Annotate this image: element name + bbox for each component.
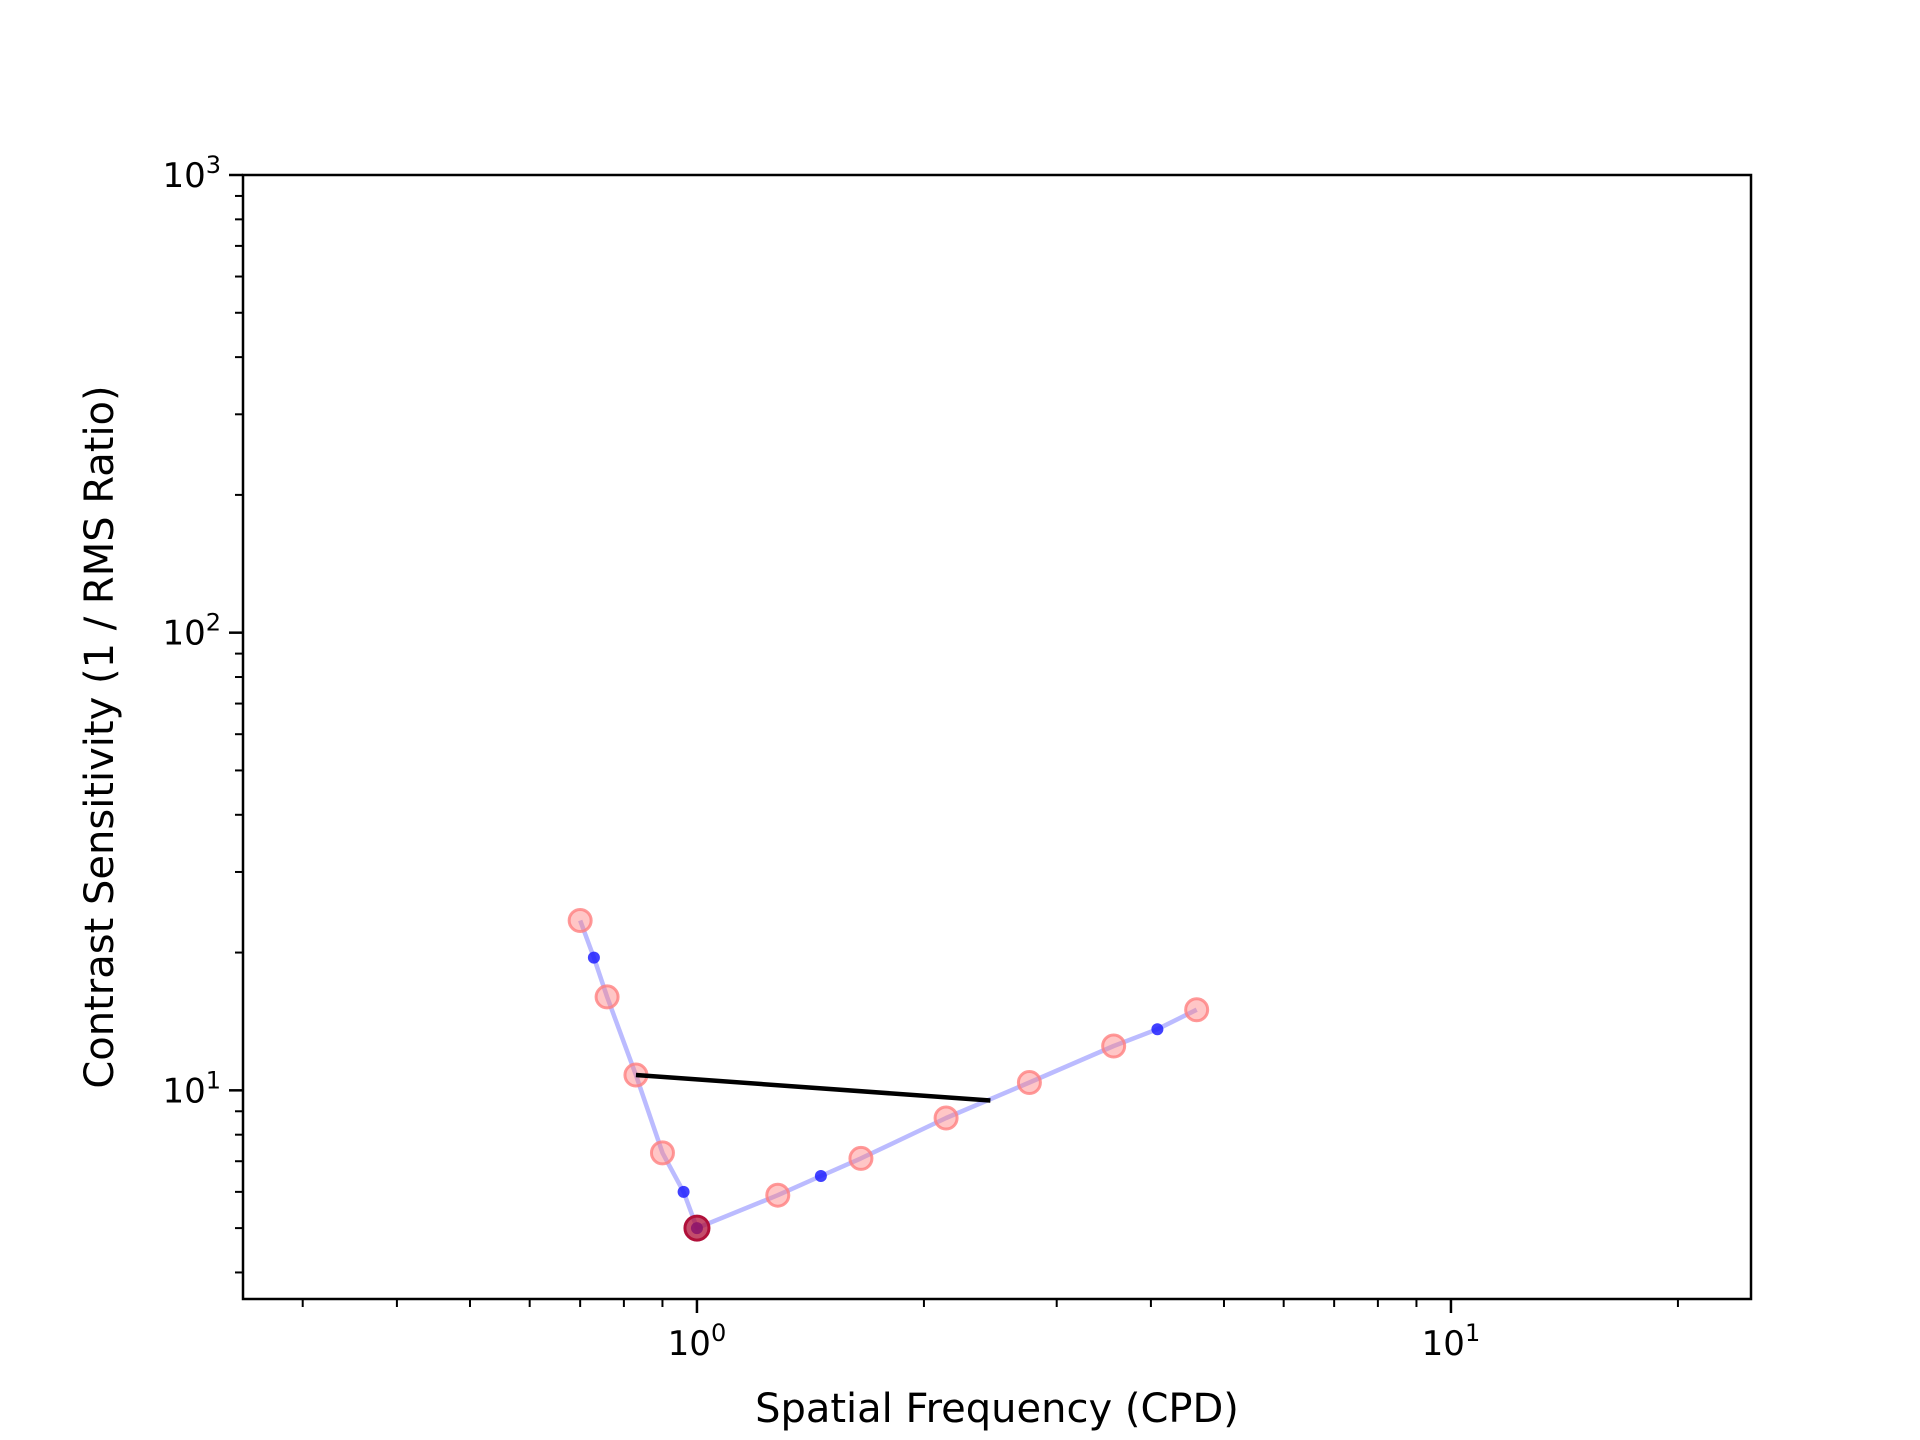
x-axis-label: Spatial Frequency (CPD) xyxy=(755,1386,1239,1432)
y-tick-label: 102 xyxy=(162,609,221,654)
data-point-large xyxy=(848,1145,874,1171)
data-point-large xyxy=(567,908,593,934)
x-tick-label: 101 xyxy=(1422,1319,1481,1364)
data-point-large xyxy=(649,1140,675,1166)
series-layer xyxy=(567,908,1210,1242)
major-ticks: 100 101 101 102 103 xyxy=(162,151,1480,1364)
data-point-small xyxy=(587,951,600,964)
minor-ticks xyxy=(235,194,1679,1307)
plot-frame xyxy=(241,173,1753,1301)
data-point-large xyxy=(1016,1070,1042,1096)
data-point-small xyxy=(1151,1023,1164,1036)
black-segment xyxy=(635,1072,991,1103)
series-line xyxy=(578,919,1198,1231)
data-point-large xyxy=(1101,1033,1127,1059)
data-point-large xyxy=(765,1182,791,1208)
data-point-large xyxy=(933,1105,959,1131)
y-tick-label: 103 xyxy=(162,151,221,196)
y-axis-label: Contrast Sensitivity (1 / RMS Ratio) xyxy=(77,385,123,1088)
data-point-highlight xyxy=(683,1214,711,1242)
data-point-large xyxy=(594,984,620,1010)
x-tick-label: 100 xyxy=(668,1319,727,1364)
data-point-small xyxy=(814,1169,827,1182)
y-tick-label: 101 xyxy=(162,1066,221,1111)
data-point-large xyxy=(1184,997,1210,1023)
data-point-small xyxy=(677,1185,690,1198)
